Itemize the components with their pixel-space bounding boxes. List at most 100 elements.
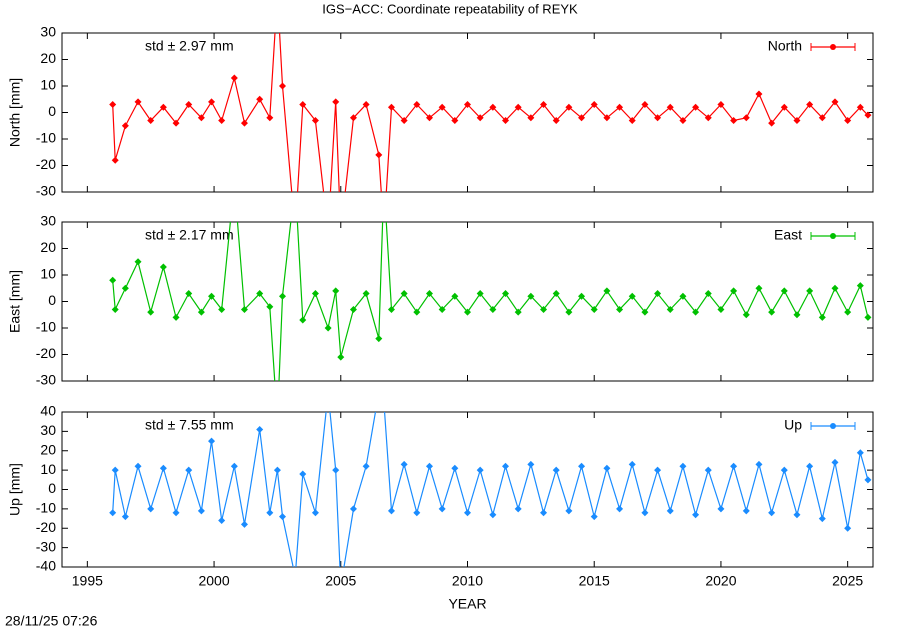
- data-point: [332, 466, 340, 474]
- data-point: [337, 228, 344, 235]
- data-point: [197, 308, 205, 316]
- data-point: [425, 462, 433, 470]
- data-point: [704, 290, 712, 298]
- data-point: [349, 114, 357, 122]
- series-line: [112, 33, 869, 192]
- data-point: [380, 399, 387, 406]
- data-point: [172, 119, 180, 127]
- data-point: [666, 305, 674, 313]
- data-point: [793, 311, 801, 319]
- data-point: [831, 98, 839, 106]
- data-point: [256, 95, 264, 103]
- data-point: [514, 308, 522, 316]
- data-point: [464, 308, 471, 316]
- y-tick-label: 0: [48, 292, 56, 308]
- data-point: [111, 305, 119, 313]
- y-tick-label: 30: [40, 422, 56, 438]
- y-tick-label: 30: [40, 213, 56, 229]
- data-point: [230, 74, 238, 82]
- data-point: [565, 103, 573, 111]
- data-point: [476, 114, 484, 122]
- data-point: [616, 505, 624, 513]
- data-point: [768, 119, 776, 127]
- data-point: [266, 114, 274, 122]
- data-point: [654, 290, 662, 298]
- page-title: IGS−ACC: Coordinate repeatability of REY…: [322, 1, 578, 16]
- data-point: [121, 284, 129, 292]
- data-point: [311, 116, 319, 124]
- data-point: [692, 511, 700, 519]
- data-point: [679, 292, 687, 300]
- data-point: [218, 116, 226, 124]
- data-point: [111, 466, 119, 474]
- data-point: [514, 505, 522, 513]
- std-annotation: std ± 2.17 mm: [145, 227, 234, 243]
- data-point: [134, 258, 142, 266]
- plot-area: [109, 33, 872, 235]
- data-point: [730, 462, 738, 470]
- data-point: [780, 466, 788, 474]
- data-point: [628, 116, 636, 124]
- data-point: [159, 464, 167, 472]
- data-point: [603, 287, 611, 295]
- data-point: [292, 573, 299, 580]
- y-tick-label: -20: [36, 156, 56, 172]
- data-point: [489, 305, 497, 313]
- data-point: [641, 101, 649, 109]
- data-point: [413, 509, 421, 517]
- y-tick-label: -40: [36, 558, 56, 574]
- y-tick-label: -30: [36, 538, 56, 554]
- data-point: [451, 464, 459, 472]
- data-point: [603, 464, 611, 472]
- y-tick-label: -30: [36, 183, 56, 199]
- data-point: [717, 101, 725, 109]
- data-point: [218, 305, 226, 313]
- data-point: [400, 116, 408, 124]
- data-point: [111, 156, 119, 164]
- legend-marker: [830, 423, 836, 429]
- x-tick-label: 2005: [325, 573, 356, 589]
- data-point: [616, 305, 624, 313]
- x-axis-label: YEAR: [448, 596, 486, 612]
- x-tick-label: 1995: [72, 573, 103, 589]
- y-tick-label: 10: [40, 77, 56, 93]
- data-point: [375, 335, 383, 343]
- data-point: [780, 103, 788, 111]
- y-tick-label: -30: [36, 372, 56, 388]
- data-point: [793, 511, 801, 519]
- data-point: [324, 324, 332, 332]
- data-point: [266, 509, 274, 517]
- legend-label: Up: [784, 417, 802, 433]
- data-point: [109, 101, 117, 109]
- data-point: [197, 114, 205, 122]
- data-point: [208, 292, 216, 300]
- data-point: [742, 311, 750, 319]
- plot-frame: [61, 411, 874, 568]
- data-point: [230, 462, 238, 470]
- data-point: [578, 292, 586, 300]
- data-point: [755, 90, 763, 98]
- data-point: [476, 290, 484, 298]
- data-point: [299, 470, 307, 478]
- legend-label: North: [768, 38, 802, 54]
- data-point: [818, 313, 826, 321]
- data-point: [489, 511, 497, 519]
- data-point: [654, 114, 662, 122]
- data-point: [864, 476, 872, 484]
- data-point: [476, 466, 484, 474]
- data-point: [768, 308, 776, 316]
- y-tick-label: 20: [40, 441, 56, 457]
- data-point: [311, 509, 319, 517]
- data-point: [121, 122, 129, 130]
- data-point: [256, 290, 264, 298]
- data-point: [337, 353, 345, 361]
- data-point: [451, 292, 459, 300]
- data-point: [666, 507, 674, 515]
- data-point: [172, 313, 180, 321]
- data-point: [134, 98, 142, 106]
- y-tick-label: 30: [40, 24, 56, 40]
- data-point: [704, 466, 712, 474]
- data-point: [278, 292, 286, 300]
- y-tick-label: 0: [48, 480, 56, 496]
- data-point: [616, 103, 624, 111]
